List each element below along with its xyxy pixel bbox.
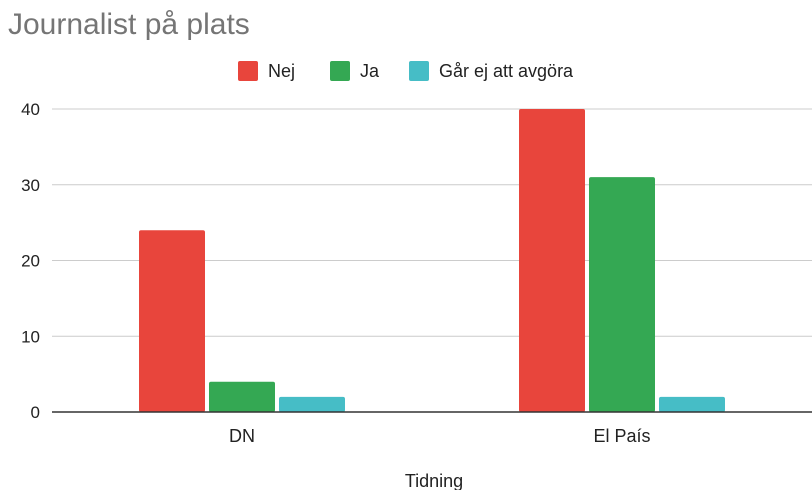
legend-label-nej: Nej xyxy=(268,60,296,81)
x-tick-label-dn: DN xyxy=(229,426,255,446)
legend: Nej Ja Går ej att avgöra xyxy=(0,58,812,84)
y-tick-label-20: 20 xyxy=(21,252,40,271)
legend-item-gar-ej-att-avgora: Går ej att avgöra xyxy=(409,58,573,84)
legend-label-ja: Ja xyxy=(360,60,380,81)
bar-el-pais-nej xyxy=(519,109,585,412)
legend-item-ja: Ja xyxy=(330,58,379,84)
axes: 0 10 20 30 40 DN El País xyxy=(21,100,812,446)
bar-dn-ja xyxy=(209,381,275,412)
x-tick-label-el-pais: El País xyxy=(593,426,650,446)
y-tick-label-40: 40 xyxy=(21,100,40,119)
legend-swatch-nej xyxy=(238,61,258,81)
bar-dn-nej xyxy=(139,230,205,412)
bar-dn-gar-ej-att-avgora xyxy=(279,396,345,412)
bar-el-pais-gar-ej-att-avgora xyxy=(659,396,725,412)
y-tick-label-30: 30 xyxy=(21,176,40,195)
legend-item-nej: Nej xyxy=(238,58,295,84)
x-axis-title: Tidning xyxy=(405,471,463,490)
legend-swatch-gar-ej-att-avgora xyxy=(409,61,429,81)
y-tick-label-0: 0 xyxy=(31,403,40,422)
legend-label-gar-ej-att-avgora: Går ej att avgöra xyxy=(439,60,574,81)
legend-swatch-ja xyxy=(330,61,350,81)
bars xyxy=(139,109,725,412)
chart-title: Journalist på plats xyxy=(8,8,250,41)
y-tick-label-10: 10 xyxy=(21,327,40,346)
bar-el-pais-ja xyxy=(589,177,655,412)
